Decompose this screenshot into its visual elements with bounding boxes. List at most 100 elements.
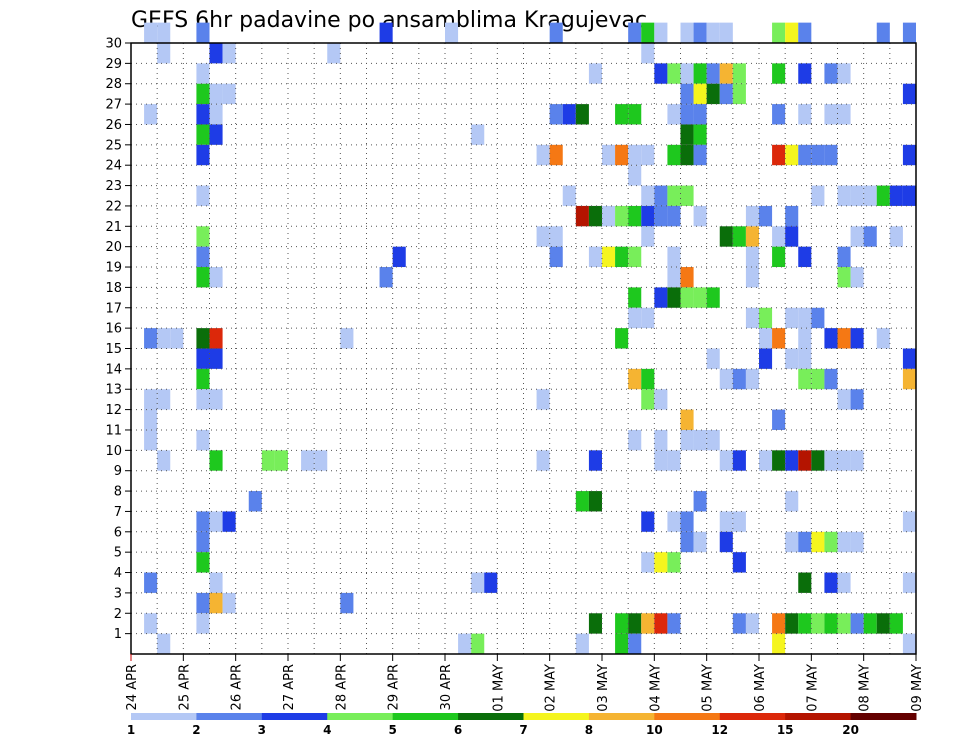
precip-cell [196, 511, 210, 532]
precip-cell [549, 226, 563, 247]
precip-cell [536, 226, 550, 247]
precip-cell [693, 429, 707, 451]
precip-cell [837, 450, 851, 471]
precip-cell [549, 144, 563, 166]
precip-cell [628, 368, 642, 390]
precip-cell [837, 185, 851, 206]
y-tick-label: 16 [105, 322, 122, 337]
precip-cell [562, 104, 576, 125]
precip-cell [798, 104, 812, 125]
precip-cell [196, 246, 210, 268]
precip-cell [588, 246, 602, 268]
precip-cell [850, 450, 864, 471]
heatmap-cells [144, 22, 916, 654]
precip-cell [641, 226, 655, 247]
precip-cell [785, 531, 799, 553]
y-tick-label: 3 [114, 586, 122, 601]
precip-cell [654, 205, 668, 227]
precip-cell [628, 633, 642, 654]
precip-cell [654, 389, 668, 410]
colorbar-swatch [785, 713, 852, 720]
precip-cell [876, 613, 890, 634]
precip-cell [157, 43, 171, 64]
x-tick-label: 05 MAY [701, 664, 716, 712]
precip-cell [314, 450, 328, 471]
precip-cell [654, 552, 668, 573]
precip-cell [680, 22, 694, 43]
precip-cell [785, 491, 799, 512]
y-tick-label: 15 [105, 342, 122, 357]
precip-cell [902, 83, 916, 105]
precip-cell [850, 328, 864, 349]
precip-cell [719, 511, 733, 532]
precip-cell [811, 368, 825, 390]
precip-cell [850, 531, 864, 553]
precip-cell [680, 409, 694, 430]
y-tick-label: 23 [105, 179, 122, 194]
precip-cell [693, 287, 707, 308]
precip-cell [824, 63, 838, 84]
precip-cell [654, 429, 668, 451]
precip-cell [811, 450, 825, 471]
precip-cell [196, 22, 210, 43]
x-tick-label: 25 APR [177, 664, 192, 710]
precip-cell [824, 613, 838, 634]
precip-cell [680, 63, 694, 84]
precip-cell [798, 144, 812, 166]
precip-cell [157, 22, 171, 43]
precip-cell [811, 613, 825, 634]
precip-cell [641, 368, 655, 390]
precip-cell [772, 633, 786, 654]
precip-cell [837, 104, 851, 125]
precip-cell [759, 205, 773, 227]
precip-cell [641, 511, 655, 532]
precip-cell [641, 389, 655, 410]
precip-cell [902, 633, 916, 654]
precip-cell [209, 592, 223, 614]
precip-cell [392, 246, 406, 268]
precip-cell [144, 429, 158, 451]
precip-cell [706, 287, 720, 308]
precip-cell [458, 633, 472, 654]
precip-cell [706, 83, 720, 105]
precip-cell [274, 450, 288, 471]
precip-cell [379, 22, 393, 43]
precip-cell [628, 429, 642, 451]
precip-cell [902, 185, 916, 206]
precip-cell [863, 226, 877, 247]
precip-cell [719, 450, 733, 471]
colorbar-swatch [588, 713, 655, 720]
x-tick-label: 24 APR [125, 664, 140, 710]
precip-cell [785, 22, 799, 43]
precip-cell [196, 592, 210, 614]
x-tick-label: 08 MAY [858, 664, 873, 712]
precip-cell [876, 328, 890, 349]
precip-cell [772, 226, 786, 247]
precip-cell [196, 531, 210, 553]
precip-cell [549, 22, 563, 43]
colorbar-label: 5 [388, 723, 396, 737]
precip-cell [798, 246, 812, 268]
precip-cell [680, 531, 694, 553]
precip-cell [798, 63, 812, 84]
y-tick-label: 6 [114, 525, 122, 540]
precip-cell [340, 592, 354, 614]
precip-cell [745, 613, 759, 634]
precip-cell [693, 83, 707, 105]
precip-cell [837, 613, 851, 634]
precip-cell [693, 491, 707, 512]
precip-cell [706, 348, 720, 369]
precip-cell [144, 572, 158, 593]
precip-cell [785, 205, 799, 227]
y-tick-label: 17 [105, 301, 122, 316]
precip-cell [850, 226, 864, 247]
precip-cell [772, 409, 786, 430]
y-tick-label: 27 [105, 98, 122, 113]
x-tick-label: 28 APR [334, 664, 349, 710]
precip-cell [693, 531, 707, 553]
precip-cell [209, 389, 223, 410]
precip-cell [693, 63, 707, 84]
precip-cell [615, 633, 629, 654]
precip-cell [196, 429, 210, 451]
y-tick-label: 20 [105, 240, 122, 255]
